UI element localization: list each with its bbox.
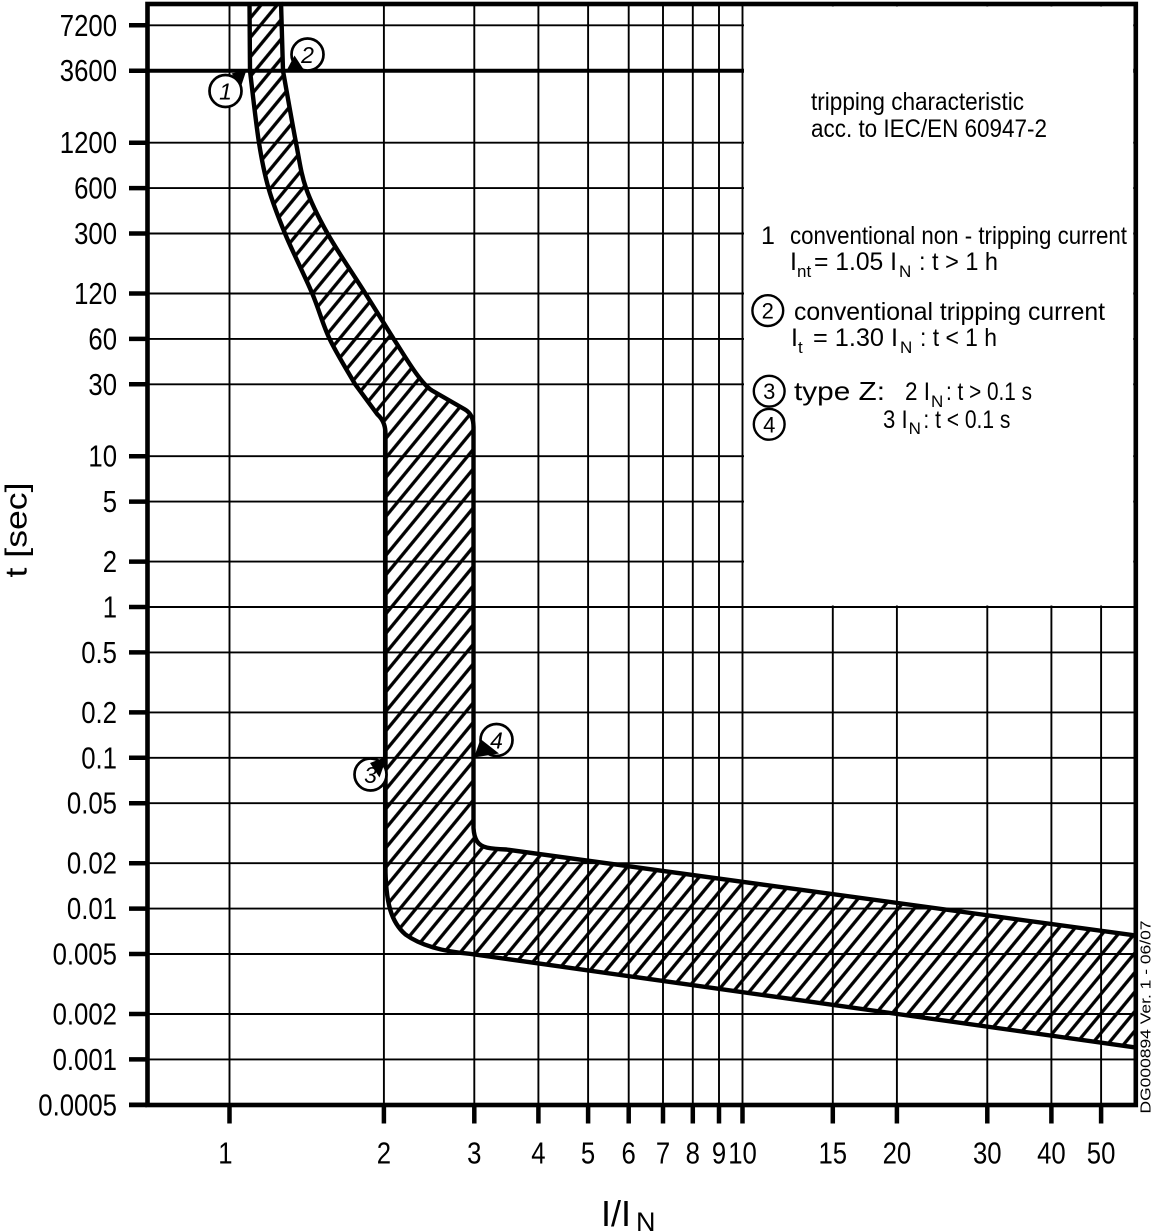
svg-text:N: N bbox=[909, 419, 921, 438]
svg-text:1: 1 bbox=[103, 590, 117, 625]
svg-text:3: 3 bbox=[763, 379, 775, 404]
svg-text:2: 2 bbox=[377, 1136, 391, 1171]
svg-text:4: 4 bbox=[763, 412, 775, 437]
svg-text:DG000894 Ver. 1 - 06/07: DG000894 Ver. 1 - 06/07 bbox=[1139, 921, 1153, 1114]
svg-text:nt: nt bbox=[797, 262, 811, 281]
svg-text:N: N bbox=[899, 262, 911, 281]
svg-text:I: I bbox=[791, 324, 798, 352]
svg-text:1200: 1200 bbox=[60, 125, 117, 160]
svg-text:0.5: 0.5 bbox=[81, 635, 117, 670]
svg-text:t [sec]: t [sec] bbox=[0, 483, 34, 578]
svg-text:0.2: 0.2 bbox=[81, 695, 117, 730]
svg-text:0.05: 0.05 bbox=[67, 786, 117, 821]
svg-text:9: 9 bbox=[712, 1136, 726, 1171]
svg-text:0.01: 0.01 bbox=[67, 891, 117, 926]
svg-text:type Z:: type Z: bbox=[794, 376, 885, 406]
svg-text:10: 10 bbox=[88, 439, 117, 474]
svg-text:10: 10 bbox=[728, 1136, 757, 1171]
svg-text:0.1: 0.1 bbox=[81, 740, 117, 775]
svg-text:3: 3 bbox=[364, 762, 377, 788]
svg-text:60: 60 bbox=[88, 321, 117, 356]
svg-text:8: 8 bbox=[686, 1136, 700, 1171]
svg-text:3 I: 3 I bbox=[883, 406, 908, 434]
svg-text:: t > 1 h: : t > 1 h bbox=[919, 248, 998, 276]
svg-text:2: 2 bbox=[300, 42, 314, 68]
svg-text:1: 1 bbox=[218, 1136, 232, 1171]
svg-text:2 I: 2 I bbox=[905, 378, 930, 406]
svg-text:N: N bbox=[931, 392, 943, 411]
svg-text:30: 30 bbox=[973, 1136, 1002, 1171]
svg-text:2: 2 bbox=[103, 544, 117, 579]
svg-text:30: 30 bbox=[88, 367, 117, 402]
svg-text:15: 15 bbox=[819, 1136, 848, 1171]
svg-text:= 1.05 I: = 1.05 I bbox=[814, 248, 897, 276]
svg-text:4: 4 bbox=[531, 1136, 545, 1171]
svg-text:0.02: 0.02 bbox=[67, 846, 117, 881]
svg-text:tripping characteristic: tripping characteristic bbox=[811, 88, 1024, 116]
svg-text:5: 5 bbox=[103, 484, 117, 519]
svg-text:1: 1 bbox=[761, 222, 775, 250]
svg-text:: t < 0.1 s: : t < 0.1 s bbox=[923, 406, 1010, 434]
svg-text:N: N bbox=[900, 338, 912, 357]
svg-text:: t > 0.1 s: : t > 0.1 s bbox=[946, 378, 1032, 406]
svg-text:1: 1 bbox=[219, 79, 232, 105]
svg-text:acc. to IEC/EN 60947-2: acc. to IEC/EN 60947-2 bbox=[811, 115, 1047, 143]
svg-text:0.005: 0.005 bbox=[53, 937, 117, 972]
svg-text:0.0005: 0.0005 bbox=[38, 1087, 117, 1122]
svg-text:0.002: 0.002 bbox=[53, 997, 117, 1032]
svg-text:120: 120 bbox=[74, 276, 117, 311]
svg-text:40: 40 bbox=[1037, 1136, 1066, 1171]
svg-text:: t < 1 h: : t < 1 h bbox=[920, 324, 997, 352]
svg-text:3600: 3600 bbox=[60, 53, 117, 88]
svg-text:4: 4 bbox=[490, 728, 503, 754]
svg-text:7: 7 bbox=[656, 1136, 670, 1171]
svg-text:3: 3 bbox=[467, 1136, 481, 1171]
svg-text:5: 5 bbox=[581, 1136, 595, 1171]
svg-text:2: 2 bbox=[762, 299, 774, 324]
svg-text:600: 600 bbox=[74, 171, 117, 206]
svg-text:= 1.30 I: = 1.30 I bbox=[813, 324, 898, 352]
svg-text:20: 20 bbox=[883, 1136, 912, 1171]
svg-text:0.001: 0.001 bbox=[53, 1042, 117, 1077]
svg-text:I/I: I/I bbox=[601, 1193, 631, 1231]
svg-text:7200: 7200 bbox=[60, 8, 117, 43]
svg-text:N: N bbox=[636, 1207, 656, 1231]
svg-text:50: 50 bbox=[1087, 1136, 1116, 1171]
svg-text:conventional tripping current: conventional tripping current bbox=[794, 298, 1105, 326]
svg-text:I: I bbox=[790, 248, 797, 276]
svg-text:t: t bbox=[798, 338, 803, 357]
svg-text:conventional non - tripping cu: conventional non - tripping current bbox=[790, 222, 1127, 250]
svg-text:300: 300 bbox=[74, 216, 117, 251]
svg-text:6: 6 bbox=[622, 1136, 636, 1171]
